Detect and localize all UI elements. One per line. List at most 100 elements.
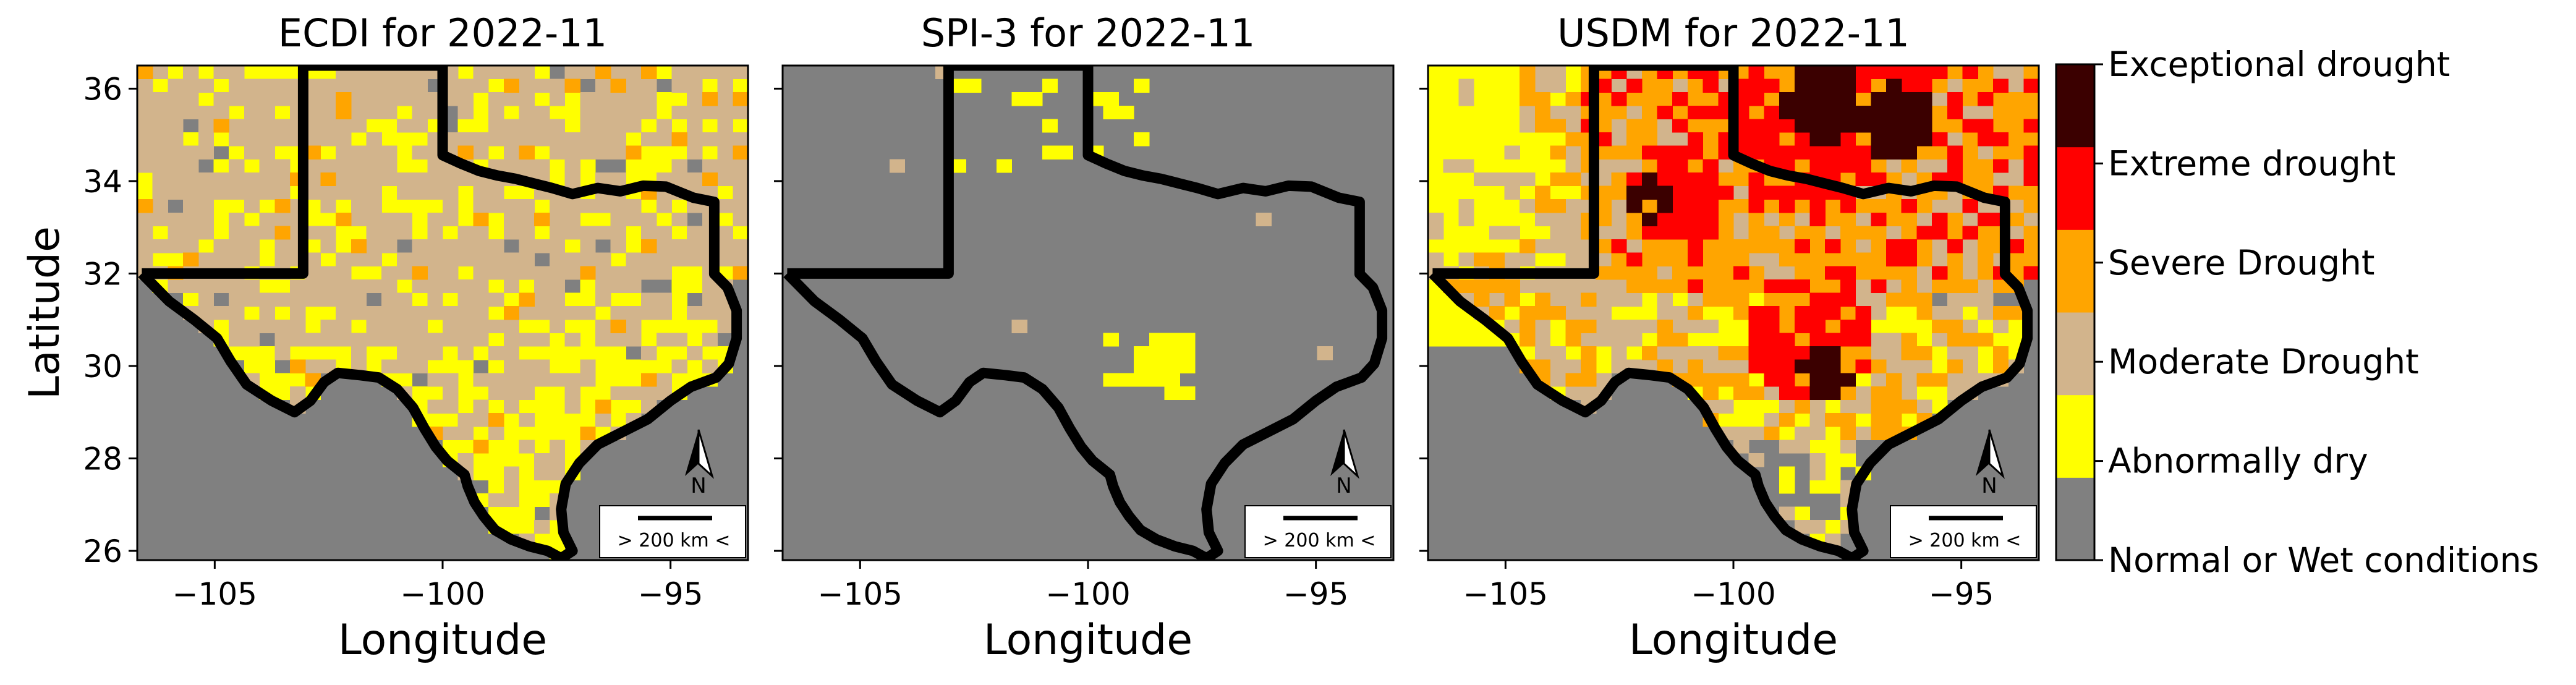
cell xyxy=(1134,226,1150,240)
cell xyxy=(2008,212,2024,227)
cell xyxy=(889,413,906,427)
cell xyxy=(1672,346,1688,360)
cell xyxy=(610,239,626,253)
cell xyxy=(1702,547,1719,561)
colorbar-swatch xyxy=(2056,64,2094,148)
cell xyxy=(152,66,168,80)
cell xyxy=(1180,132,1196,147)
cell xyxy=(229,92,245,106)
cell xyxy=(1520,172,1536,187)
cell xyxy=(1901,92,1917,106)
cell xyxy=(1596,132,1612,147)
cell xyxy=(1641,159,1658,173)
cell xyxy=(1520,306,1536,320)
cell xyxy=(1225,346,1241,360)
cell xyxy=(290,386,306,401)
cell xyxy=(1855,239,1871,253)
cell xyxy=(1764,399,1780,414)
cell xyxy=(137,172,153,187)
cell xyxy=(1855,92,1871,106)
cell xyxy=(1992,132,2009,147)
cell xyxy=(859,547,875,561)
cell xyxy=(1718,226,1734,240)
cell xyxy=(183,506,199,521)
cell xyxy=(351,145,367,160)
cell xyxy=(1794,359,1811,373)
cell xyxy=(351,547,367,561)
cell xyxy=(457,105,474,120)
cell xyxy=(2023,399,2039,414)
cell xyxy=(1596,279,1612,294)
cell xyxy=(1534,145,1551,160)
cell xyxy=(1317,493,1333,508)
cell xyxy=(1794,279,1811,294)
cell xyxy=(1855,440,1871,454)
cell xyxy=(1378,493,1394,508)
cell xyxy=(1840,212,1856,227)
cell xyxy=(137,480,153,494)
cell xyxy=(1057,520,1073,534)
cell xyxy=(198,453,215,467)
cell xyxy=(595,306,611,320)
cell xyxy=(1626,266,1643,280)
cell xyxy=(843,453,860,467)
cell xyxy=(381,333,397,347)
cell xyxy=(1794,386,1811,401)
cell xyxy=(183,185,199,200)
cell xyxy=(1194,359,1211,373)
cell xyxy=(1886,266,1902,280)
cell xyxy=(1149,440,1165,454)
cell xyxy=(1550,520,1566,534)
cell xyxy=(1332,493,1348,508)
cell xyxy=(1180,466,1196,480)
cell xyxy=(656,199,673,213)
cell xyxy=(1241,212,1257,227)
cell xyxy=(320,212,336,227)
cell xyxy=(412,453,428,467)
cell xyxy=(981,453,997,467)
cell xyxy=(412,92,428,106)
cell xyxy=(1702,172,1719,187)
cell xyxy=(1443,252,1459,266)
cell xyxy=(1458,453,1474,467)
cell xyxy=(1916,333,1932,347)
cell xyxy=(1702,453,1719,467)
cell xyxy=(717,199,733,213)
cell xyxy=(1443,212,1459,227)
cell xyxy=(1626,399,1643,414)
cell xyxy=(488,426,504,440)
cell xyxy=(320,292,336,307)
cell xyxy=(366,159,382,173)
cell xyxy=(1764,279,1780,294)
cell xyxy=(1164,79,1180,93)
cell xyxy=(1286,373,1303,387)
cell xyxy=(656,333,673,347)
cell xyxy=(2023,466,2039,480)
cell xyxy=(1118,453,1134,467)
cell xyxy=(1992,480,2009,494)
cell xyxy=(1347,79,1364,93)
cell xyxy=(473,79,489,93)
cell xyxy=(813,480,829,494)
cell xyxy=(259,466,275,480)
cell xyxy=(503,306,520,320)
cell xyxy=(950,506,966,521)
cell xyxy=(1180,252,1196,266)
cell xyxy=(981,506,997,521)
cell xyxy=(1011,266,1027,280)
cell xyxy=(874,172,890,187)
cell xyxy=(1458,386,1474,401)
cell xyxy=(2023,105,2039,120)
cell xyxy=(783,306,799,320)
cell xyxy=(1825,252,1841,266)
cell xyxy=(1748,66,1764,80)
cell xyxy=(1271,373,1287,387)
cell xyxy=(1210,346,1226,360)
cell xyxy=(1042,426,1058,440)
cell xyxy=(1962,453,1978,467)
cell xyxy=(1164,426,1180,440)
cell xyxy=(1443,346,1459,360)
x-tick-label: −100 xyxy=(400,576,485,612)
cell xyxy=(1347,426,1364,440)
cell xyxy=(1718,346,1734,360)
